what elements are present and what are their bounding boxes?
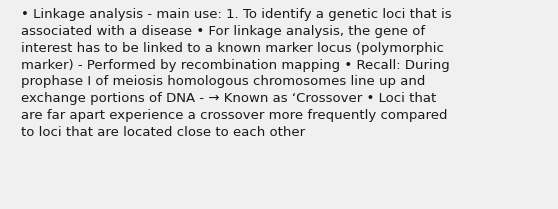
Text: • Linkage analysis - main use: 1. To identify a genetic loci that is
associated : • Linkage analysis - main use: 1. To ide… [21,8,451,139]
